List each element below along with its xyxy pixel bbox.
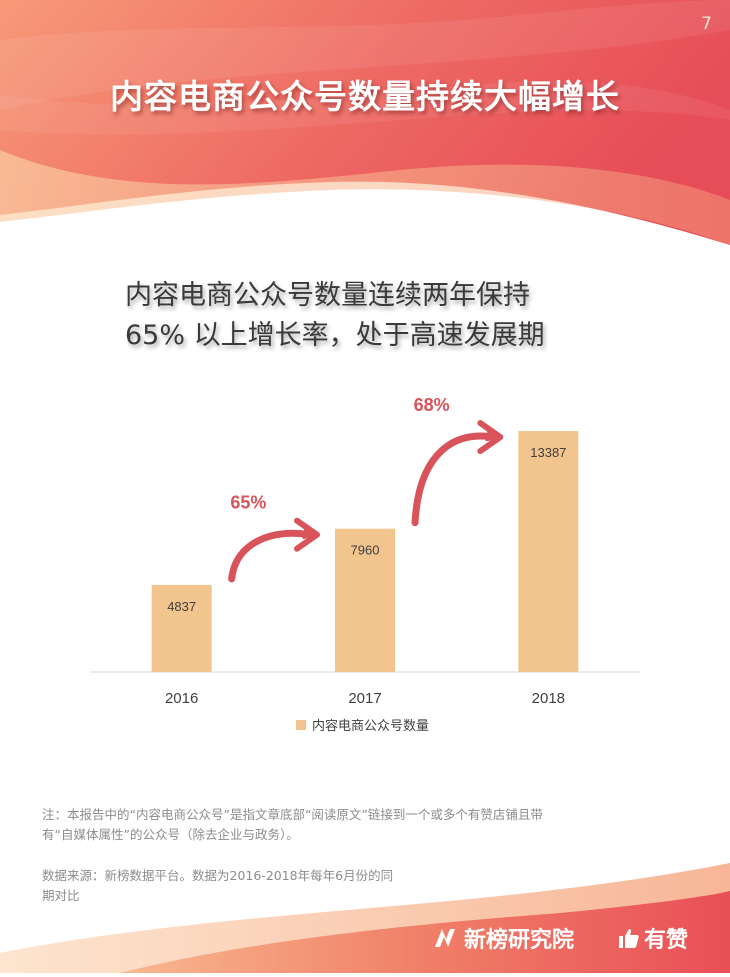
value-label-2016: 4837	[167, 599, 196, 614]
thumbs-up-icon	[619, 929, 639, 948]
growth-arrow-head-2017-2018	[477, 420, 504, 455]
x-tick-label-2017: 2017	[348, 690, 381, 707]
value-label-2017: 7960	[351, 543, 380, 558]
growth-arrow-2016-2017	[228, 533, 309, 583]
subtitle-line-2: 65% 以上增长率，处于高速发展期	[125, 320, 545, 351]
brand-youzan: 有赞	[618, 922, 688, 954]
bar-chart: 4837 2016 7960 2017 13387 2018 65% 68% 内容电商公众号数量	[0, 380, 730, 760]
legend-swatch	[296, 720, 306, 730]
data-source: 数据来源：新榜数据平台。数据为2016-2018年每年6月份的同期对比	[42, 868, 394, 903]
x-tick-label-2018: 2018	[532, 690, 565, 707]
bar-2018	[518, 431, 579, 672]
legend-label: 内容电商公众号数量	[312, 718, 429, 734]
growth-label-2017-2018: 68%	[414, 395, 450, 415]
subtitle-line-1: 内容电商公众号数量连续两年保持	[125, 280, 530, 311]
growth-arrow-2017-2018	[411, 436, 492, 527]
growth-label-2016-2017: 65%	[230, 493, 266, 513]
bar-2017	[335, 528, 395, 672]
bottom-banner	[0, 843, 730, 973]
brand-xinbang: 新榜研究院	[432, 922, 574, 954]
growth-arrow-head-2016-2017	[294, 517, 320, 552]
chart-canvas: 4837 2016 7960 2017 13387 2018 65% 68% 内容电商公众号数量	[90, 395, 640, 734]
value-label-2018: 13387	[530, 445, 566, 460]
hero-banner	[0, 0, 730, 250]
brand-xinbang-label: 新榜研究院	[464, 928, 575, 953]
x-tick-label-2016: 2016	[165, 690, 198, 707]
chart-subtitle: 内容电商公众号数量连续两年保持 65% 以上增长率，处于高速发展期	[125, 276, 545, 356]
bottom-background	[0, 863, 730, 973]
footnote: 注：本报告中的“内容电商公众号”是指文章底部“阅读原文”链接到一个或多个有赞店铺…	[42, 807, 543, 842]
brand-youzan-label: 有赞	[644, 928, 689, 953]
xinbang-logo-icon	[435, 929, 455, 947]
page-number: 7	[701, 14, 712, 34]
hero-background	[0, 0, 730, 245]
bar-2016	[151, 584, 212, 672]
page-title: 内容电商公众号数量持续大幅增长	[110, 77, 620, 116]
